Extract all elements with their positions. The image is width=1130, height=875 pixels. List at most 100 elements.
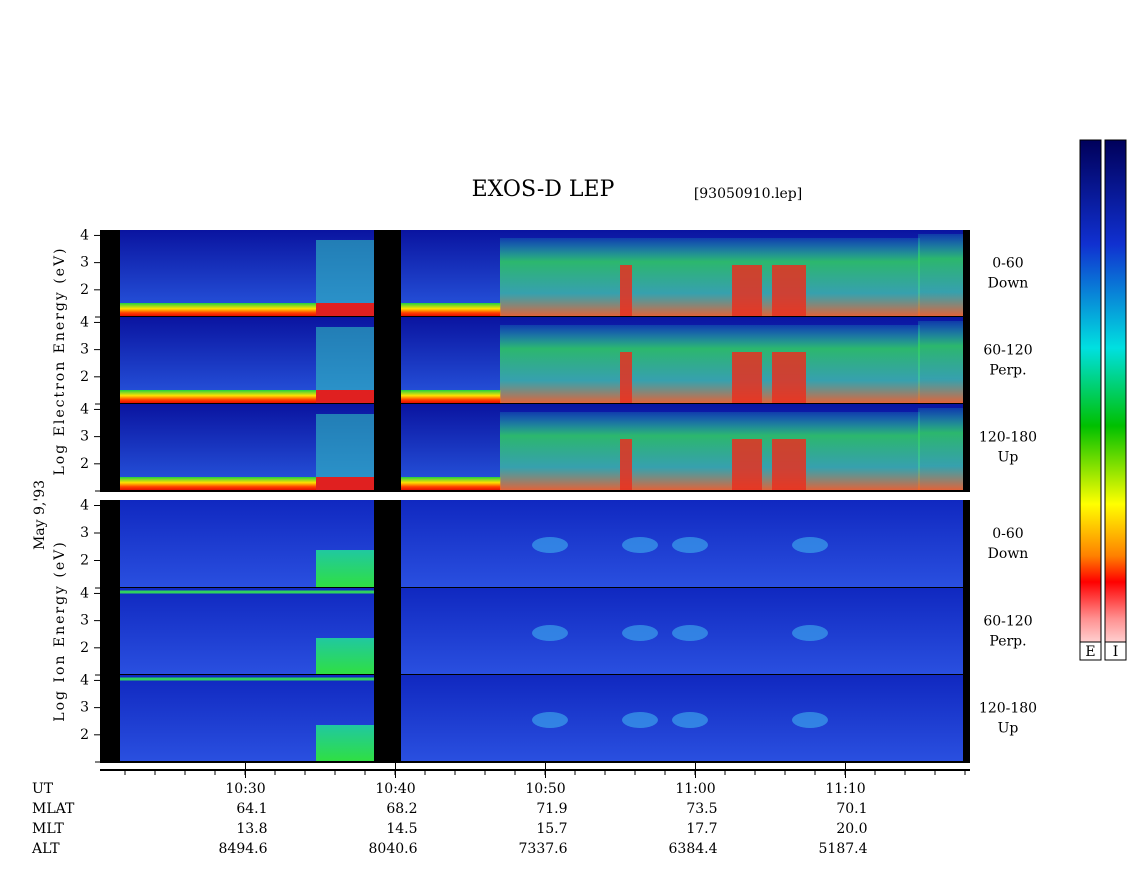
y-tick-label: 2 <box>80 727 89 743</box>
ephemeris-value: 71.9 <box>536 801 567 817</box>
y-tick-label: 2 <box>80 640 89 656</box>
pitch-angle: 120-180 <box>979 430 1037 446</box>
x-tick-label: 10:40 <box>375 781 415 797</box>
y-tick-label: 4 <box>80 227 89 243</box>
spectrogram-band <box>120 390 320 404</box>
y-tick-label: 4 <box>80 401 89 417</box>
edge <box>100 675 120 762</box>
spectrogram-ion <box>622 625 658 641</box>
data-gap <box>374 230 401 317</box>
data-gap <box>374 317 401 404</box>
y-tick-label: 4 <box>80 585 89 601</box>
edge <box>963 588 970 675</box>
edge <box>100 317 120 404</box>
ephemeris-value: 17.7 <box>686 821 717 837</box>
spectrogram-ion <box>672 625 708 641</box>
ephemeris-value: 8494.6 <box>219 841 268 857</box>
spectrogram-burst <box>772 352 806 404</box>
ephemeris-value: 7337.6 <box>519 841 568 857</box>
y-tick-label: 2 <box>80 282 89 298</box>
pitch-direction: Up <box>998 450 1019 466</box>
ephemeris-value: 64.1 <box>236 801 267 817</box>
color-bar-label: E <box>1085 644 1095 660</box>
spectrogram-ion <box>792 712 828 728</box>
color-bar-label: I <box>1113 644 1119 660</box>
y-tick-label: 3 <box>80 613 89 629</box>
spectrogram-cloud <box>500 412 920 491</box>
spectrogram-ion <box>672 712 708 728</box>
spectrogram-band <box>316 390 374 404</box>
file-name: [93050910.lep] <box>694 186 802 202</box>
spectrogram-cloud <box>500 325 920 404</box>
ephemeris-value: 73.5 <box>686 801 717 817</box>
spectrogram-burst <box>772 265 806 317</box>
color-bar <box>1079 139 1102 661</box>
y-tick-label: 3 <box>80 525 89 541</box>
spectrogram-band <box>316 327 374 390</box>
y-tick-label: 3 <box>80 429 89 445</box>
edge <box>963 675 970 762</box>
y-tick-label: 3 <box>80 700 89 716</box>
ephemeris-value: 8040.6 <box>369 841 418 857</box>
ephemeris-label: ALT <box>31 841 60 857</box>
pitch-angle: 60-120 <box>983 614 1032 630</box>
edge <box>963 500 970 588</box>
spectrogram-band <box>401 477 501 491</box>
spectrogram-burst <box>772 439 806 491</box>
x-tick-label: 11:10 <box>825 781 865 797</box>
y-tick-label: 2 <box>80 553 89 569</box>
group-label: Log Electron Energy (eV) <box>52 246 68 475</box>
ephemeris-value: 68.2 <box>386 801 417 817</box>
spectrogram-ion <box>316 550 374 588</box>
pitch-direction: Perp. <box>989 634 1026 650</box>
ephemeris-label: UT <box>32 781 54 797</box>
pitch-direction: Down <box>988 546 1029 562</box>
date: May 9,'93 <box>32 480 48 550</box>
group-label: Log Ion Energy (eV) <box>52 540 68 721</box>
pitch-direction: Down <box>988 276 1029 292</box>
spectrogram-cloud <box>500 238 920 317</box>
y-tick-label: 3 <box>80 342 89 358</box>
y-tick-label: 4 <box>80 314 89 330</box>
spectrogram-band <box>316 477 374 491</box>
spectrogram-ion <box>672 537 708 553</box>
spectrogram-burst <box>620 439 632 491</box>
ephemeris-label: MLAT <box>32 801 75 817</box>
ephemeris-label: MLT <box>32 821 64 837</box>
y-tick-label: 4 <box>80 672 89 688</box>
y-tick-label: 2 <box>80 456 89 472</box>
spectrogram-band <box>401 390 501 404</box>
ephemeris-value: 70.1 <box>836 801 867 817</box>
edge <box>100 230 120 317</box>
ephemeris-value: 15.7 <box>536 821 567 837</box>
pitch-angle: 0-60 <box>992 526 1023 542</box>
spectrogram-burst <box>732 352 762 404</box>
spectrogram-band <box>401 303 501 317</box>
x-tick-label: 11:00 <box>675 781 715 797</box>
y-tick-label: 3 <box>80 255 89 271</box>
spectrogram-burst <box>732 265 762 317</box>
spectrogram-ion <box>792 625 828 641</box>
spectrogram-band <box>120 303 320 317</box>
spectrogram-ion <box>532 712 568 728</box>
spectrogram-ion <box>622 537 658 553</box>
ephemeris-value: 20.0 <box>836 821 867 837</box>
x-tick-label: 10:50 <box>525 781 565 797</box>
spectrogram-ion <box>316 725 374 762</box>
edge <box>963 317 970 404</box>
pitch-angle: 60-120 <box>983 343 1032 359</box>
y-tick-label: 4 <box>80 498 89 514</box>
spectrogram-cloud <box>918 234 963 317</box>
spectrogram-ion <box>532 625 568 641</box>
spectrogram-band <box>316 240 374 303</box>
edge <box>963 230 970 317</box>
spectrogram-burst <box>620 352 632 404</box>
data-gap <box>374 404 401 491</box>
spectrogram-band <box>316 414 374 477</box>
spectrogram-ion <box>792 537 828 553</box>
pitch-angle: 120-180 <box>979 701 1037 717</box>
color-bar <box>1104 139 1127 661</box>
pitch-angle: 0-60 <box>992 256 1023 272</box>
ephemeris-value: 6384.4 <box>669 841 718 857</box>
